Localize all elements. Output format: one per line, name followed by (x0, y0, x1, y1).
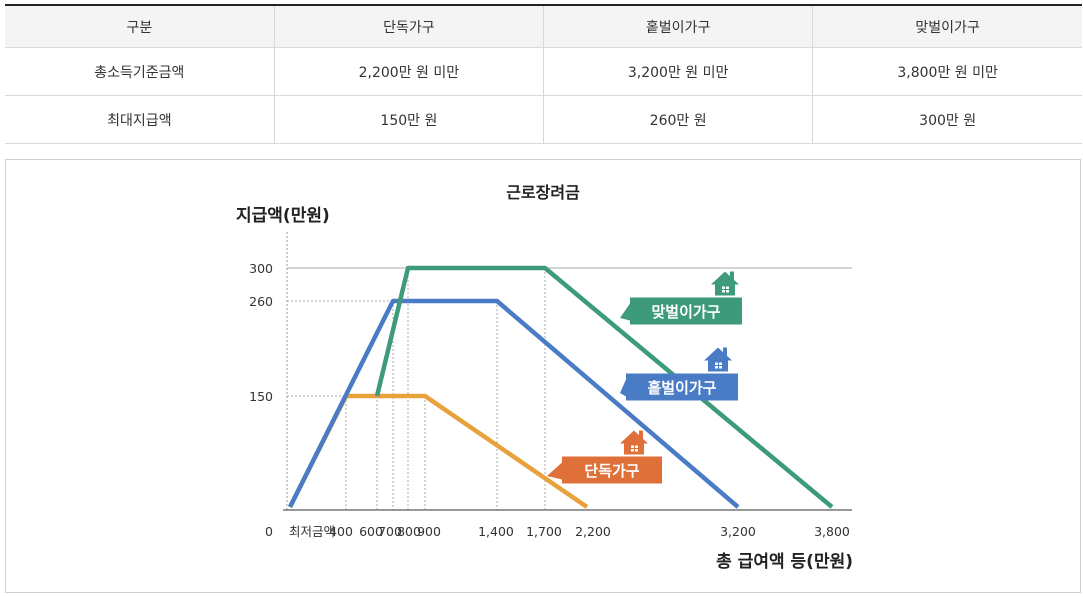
callout-box (630, 297, 742, 325)
x-tick-label: 1,700 (526, 524, 562, 539)
callout-box (562, 456, 662, 484)
x-tick-label: 3,800 (814, 524, 850, 539)
x-tick-label: 600 (359, 524, 383, 539)
table-cell: 260만 원 (543, 95, 814, 144)
x-tick-label: 0 (265, 524, 273, 539)
series-label-text: 홑벌이가구 (647, 379, 716, 397)
table-row: 총소득기준금액 2,200만 원 미만 3,200만 원 미만 3,800만 원… (5, 47, 1082, 96)
header-single: 단독가구 (274, 4, 545, 48)
x-tick-label: 3,200 (720, 524, 756, 539)
header-single-earner: 홑벌이가구 (543, 4, 814, 48)
x-tick-label: 800 (397, 524, 421, 539)
x-tick-label: 2,200 (575, 524, 611, 539)
chart-title: 근로장려금 (506, 183, 580, 202)
table-cell: 3,200만 원 미만 (543, 47, 814, 96)
series-line-1 (287, 298, 740, 509)
callout-pointer (547, 462, 562, 480)
house-icon (704, 347, 732, 372)
y-tick-label: 260 (249, 294, 273, 309)
x-tick-label: 400 (329, 524, 353, 539)
y-tick-label: 150 (249, 389, 273, 404)
house-icon (620, 430, 648, 455)
series-label-0: 단독가구 (547, 430, 662, 484)
header-dual-earner: 맞벌이가구 (812, 4, 1082, 48)
chart-box (5, 159, 1081, 593)
x-tick-label: 최저금액 (289, 524, 335, 539)
x-tick-label: 1,400 (478, 524, 514, 539)
table-cell: 150만 원 (274, 95, 545, 144)
income-table: 구분 단독가구 홑벌이가구 맞벌이가구 총소득기준금액 2,200만 원 미만 … (5, 4, 1082, 144)
series-label-text: 단독가구 (584, 462, 639, 480)
series-label-text: 맞벌이가구 (651, 303, 720, 321)
table-cell: 최대지급액 (5, 95, 275, 144)
table-cell: 300만 원 (812, 95, 1082, 144)
callout-pointer (620, 303, 630, 321)
x-tick-label: 900 (417, 524, 441, 539)
x-tick-label: 700 (378, 524, 402, 539)
table-row: 최대지급액 150만 원 260만 원 300만 원 (5, 95, 1082, 144)
table-header-row: 구분 단독가구 홑벌이가구 맞벌이가구 (5, 4, 1082, 48)
series-line-0 (287, 393, 589, 509)
series-label-2: 맞벌이가구 (620, 271, 742, 325)
callout-box (626, 373, 738, 401)
y-axis-label: 지급액(만원) (236, 206, 330, 226)
callout-pointer (620, 379, 626, 397)
table-cell: 3,800만 원 미만 (812, 47, 1082, 96)
series-label-1: 홑벌이가구 (620, 347, 738, 401)
table-cell: 2,200만 원 미만 (274, 47, 545, 96)
y-tick-label: 300 (249, 261, 273, 276)
table-cell: 총소득기준금액 (5, 47, 275, 96)
header-category: 구분 (5, 4, 275, 48)
house-icon (711, 271, 739, 296)
x-axis-label: 총 급여액 등(만원) (716, 552, 853, 572)
